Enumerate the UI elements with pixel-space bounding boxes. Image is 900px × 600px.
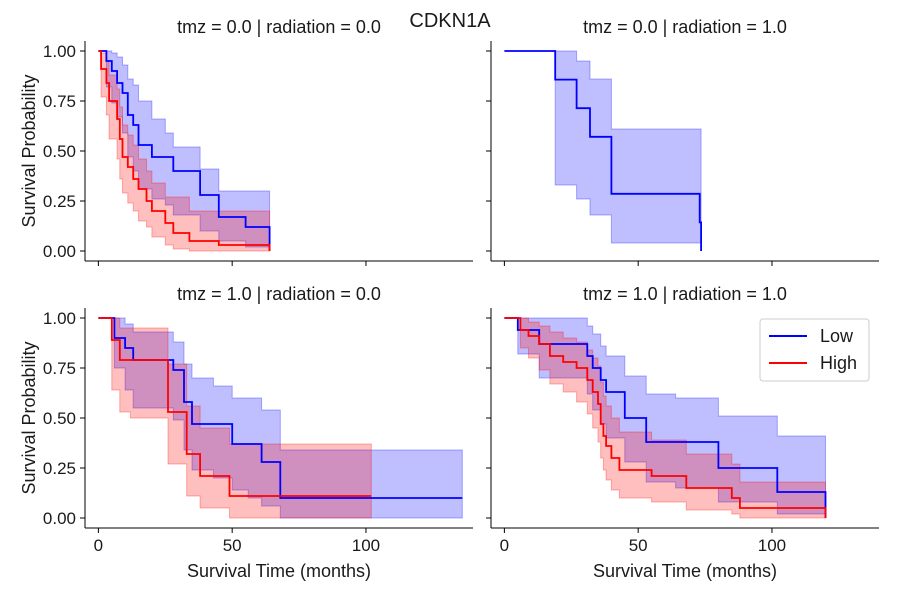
x-tick-label: 100 (758, 536, 786, 555)
legend: Low High (759, 318, 870, 382)
ci-band-low (504, 50, 702, 244)
x-tick-label: 0 (500, 536, 509, 555)
y-tick-label: 0.00 (43, 242, 76, 261)
y-tick-label: 1.00 (43, 42, 76, 61)
survival-line-low (98, 50, 271, 251)
survival-line-high (504, 317, 827, 518)
y-tick-label: 0.50 (43, 142, 76, 161)
panel-grid: tmz = 0.0 | radiation = 0.0 0.00 0.25 0.50 0… (19, 17, 879, 581)
panel-4: tmz = 1.0 | radiation = 1.0 0 50 100 Surviva… (486, 284, 879, 581)
panel-title: tmz = 1.0 | radiation = 1.0 (583, 284, 787, 304)
y-axis-label: Survival Probability (19, 74, 39, 227)
survival-line-high (98, 50, 271, 251)
y-tick-label: 0.25 (43, 192, 76, 211)
x-axis-label: Survival Time (months) (593, 561, 777, 581)
ci-band-low (98, 317, 463, 519)
x-tick-label: 50 (629, 536, 648, 555)
panel-title: tmz = 0.0 | radiation = 1.0 (583, 17, 787, 37)
x-axis-label: Survival Time (months) (187, 561, 371, 581)
legend-box (759, 318, 870, 382)
x-tick-label: 0 (94, 536, 103, 555)
legend-label-high: High (820, 353, 857, 373)
panel-title: tmz = 0.0 | radiation = 0.0 (177, 17, 381, 37)
x-tick-label: 100 (352, 536, 380, 555)
survival-line-high (98, 317, 372, 497)
panel-3: tmz = 1.0 | radiation = 0.0 0.00 0.25 0.50 0… (19, 284, 473, 581)
panel-1: tmz = 0.0 | radiation = 0.0 0.00 0.25 0.50 0… (19, 17, 473, 266)
y-tick-label: 0.25 (43, 459, 76, 478)
y-tick-label: 1.00 (43, 309, 76, 328)
survival-line-low (504, 50, 702, 251)
figure-title: CDKN1A (409, 10, 491, 32)
y-tick-label: 0.50 (43, 409, 76, 428)
ci-band-high (98, 317, 372, 519)
panel-title: tmz = 1.0 | radiation = 0.0 (177, 284, 381, 304)
legend-label-low: Low (820, 326, 854, 346)
y-tick-label: 0.00 (43, 509, 76, 528)
y-axis-label: Survival Probability (19, 341, 39, 494)
y-tick-label: 0.75 (43, 92, 76, 111)
x-tick-label: 50 (223, 536, 242, 555)
survival-line-low (98, 317, 463, 499)
panel-2: tmz = 0.0 | radiation = 1.0 (486, 17, 879, 266)
y-tick-label: 0.75 (43, 359, 76, 378)
